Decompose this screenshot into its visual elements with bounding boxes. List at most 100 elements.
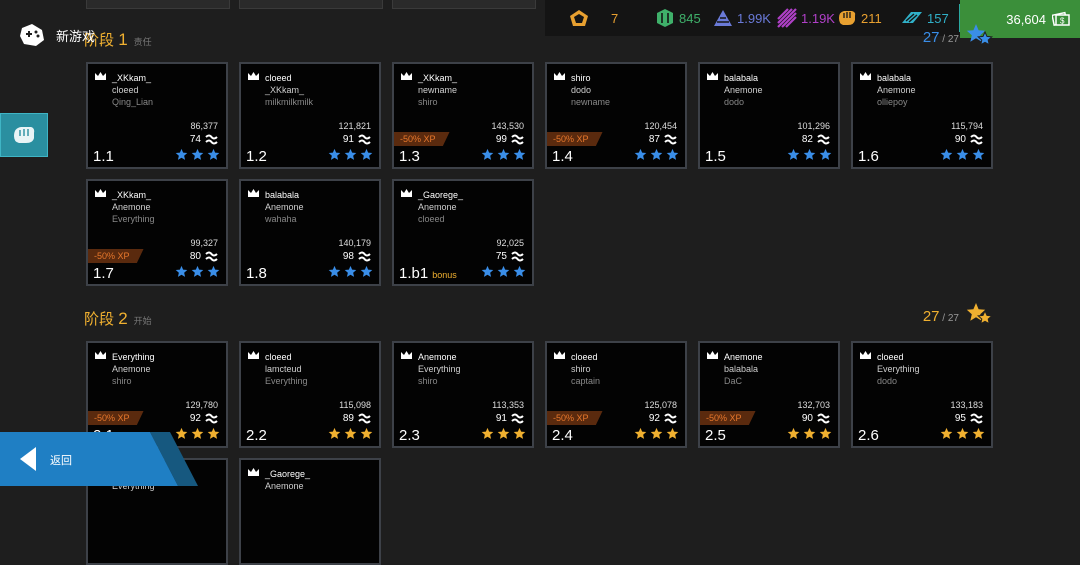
player-names: Everything Anemone shiro <box>112 351 155 387</box>
level-card[interactable]: _XKkam_ Anemone Everything 99,327 80 -50% … <box>86 179 228 286</box>
wave-icon <box>358 251 371 262</box>
level-number: 1.b1 bonus <box>399 265 457 282</box>
level-card[interactable]: _XKkam_ newname shiro 143,530 99 -50% XP 1.… <box>392 62 534 169</box>
star-rating <box>634 148 679 161</box>
reward-value: 87 <box>648 134 660 145</box>
resource-hexagon-gem[interactable]: 845 <box>655 0 701 36</box>
stage-number: 1 <box>118 30 128 49</box>
level-card[interactable]: Everything Anemone shiro 129,780 92 -50% X… <box>86 341 228 448</box>
resource-fist[interactable]: 211 <box>837 0 882 36</box>
pentagon-icon <box>569 9 593 27</box>
player-name-3: shiro <box>112 376 132 386</box>
level-label: 2.4 <box>552 427 573 444</box>
level-card[interactable]: shiro dodo newname 120,454 87 -50% XP 1.4 <box>545 62 687 169</box>
reward-value: 98 <box>342 251 354 262</box>
hexagon-gem-icon <box>655 8 679 28</box>
level-card[interactable]: cloeed Everything dodo 133,183 95 2.6 <box>851 341 993 448</box>
reward-value: 74 <box>189 134 201 145</box>
level-label: 2.5 <box>705 427 726 444</box>
high-score: 113,353 <box>492 400 524 410</box>
reward: 91 <box>496 413 524 424</box>
resource-pyramid[interactable]: 1.99K <box>713 0 771 36</box>
level-card[interactable]: cloeed lamcteud Everything 115,098 89 2.2 <box>239 341 381 448</box>
star-icon <box>666 427 679 440</box>
level-card[interactable]: balabala Anemone dodo 101,296 82 1.5 <box>698 62 840 169</box>
reward-value: 92 <box>189 413 201 424</box>
high-score: 86,377 <box>190 121 218 131</box>
reward: 80 <box>190 251 218 262</box>
level-card[interactable]: cloeed _XKkam_ milkmilkmilk 121,821 91 1.2 <box>239 62 381 169</box>
stage-title: 阶段 1 责任 <box>84 29 152 50</box>
player-name-2: lamcteud <box>265 364 302 374</box>
player-name-3: milkmilkmilk <box>265 97 313 107</box>
level-card[interactable]: Anemone balabala DaC 132,703 90 -50% XP 2.5 <box>698 341 840 448</box>
back-button[interactable]: 返回 <box>0 432 178 486</box>
level-card[interactable]: cloeed shiro captain 125,078 92 -50% XP 2.4 <box>545 341 687 448</box>
star-icon <box>344 265 357 278</box>
level-label: 1.1 <box>93 148 114 165</box>
level-card[interactable]: balabala Anemone wahaha 140,179 98 1.8 <box>239 179 381 286</box>
star-icon <box>940 148 953 161</box>
star-icon <box>497 265 510 278</box>
star-icon <box>956 148 969 161</box>
crown-icon <box>554 72 565 80</box>
player-names: cloeed shiro captain <box>571 351 600 387</box>
level-label: 1.6 <box>858 148 879 165</box>
player-name-1: _XKkam_ <box>112 190 152 200</box>
star-rating <box>787 427 832 440</box>
pyramid-icon <box>713 9 737 27</box>
side-menu-tab[interactable] <box>0 113 48 157</box>
player-name-2: Everything <box>877 364 920 374</box>
high-score: 92,025 <box>496 238 524 248</box>
player-name-3: dodo <box>877 376 898 386</box>
level-label: 1.7 <box>93 265 114 282</box>
star-icon <box>819 148 832 161</box>
star-icon <box>956 427 969 440</box>
player-name-1: cloeed <box>877 352 904 362</box>
stage-title: 阶段 2 开始 <box>84 308 152 329</box>
level-card[interactable]: balabala Anemone olliepoy 115,794 90 1.6 <box>851 62 993 169</box>
player-name-1: Anemone <box>418 352 457 362</box>
stripes-icon <box>777 8 801 28</box>
star-icon <box>634 427 647 440</box>
stage-prefix: 阶段 <box>84 311 115 328</box>
level-card[interactable]: _XKkam_ cloeed Qing_Lian 86,377 74 1.1 <box>86 62 228 169</box>
level-card[interactable]: _Gaorege_ Anemone <box>239 458 381 565</box>
reward-value: 80 <box>189 251 201 262</box>
level-label: 1.4 <box>552 148 573 165</box>
star-rating <box>481 148 526 161</box>
wave-icon <box>205 251 218 262</box>
player-name-1: cloeed <box>571 352 598 362</box>
resource-stripes[interactable]: 1.19K <box>777 0 835 36</box>
player-names: _XKkam_ cloeed Qing_Lian <box>112 72 153 108</box>
resource-pentagon[interactable]: 7 <box>569 0 618 36</box>
player-names: balabala Anemone wahaha <box>265 189 304 225</box>
star-icon <box>207 148 220 161</box>
star-rating <box>328 265 373 278</box>
star-rating <box>940 427 985 440</box>
level-label: 2.3 <box>399 427 420 444</box>
level-number: 2.5 <box>705 427 726 444</box>
reward: 74 <box>190 134 218 145</box>
stars-icon <box>966 302 994 333</box>
player-name-1: balabala <box>877 73 912 83</box>
level-number: 1.3 <box>399 148 420 165</box>
star-rating <box>328 148 373 161</box>
player-name-2: Anemone <box>112 202 151 212</box>
player-name-2: cloeed <box>112 85 139 95</box>
level-number: 1.1 <box>93 148 114 165</box>
stage-star-count: 27 / 27 <box>923 29 959 46</box>
player-name-3: shiro <box>418 97 438 107</box>
resource-wing[interactable]: 157 <box>901 0 949 36</box>
resource-value: 211 <box>861 10 882 26</box>
crown-icon <box>95 72 106 80</box>
player-name-1: Everything <box>112 352 155 362</box>
level-card[interactable]: _Gaorege_ Anemone cloeed 92,025 75 1.b1 bon… <box>392 179 534 286</box>
crown-icon <box>860 72 871 80</box>
xp-penalty-badge: -50% XP <box>547 132 603 146</box>
player-name-2: Anemone <box>112 364 151 374</box>
new-game-button[interactable]: 新游戏 <box>18 22 95 48</box>
player-name-3: cloeed <box>418 214 445 224</box>
level-card[interactable]: Anemone Everything shiro 113,353 91 2.3 <box>392 341 534 448</box>
